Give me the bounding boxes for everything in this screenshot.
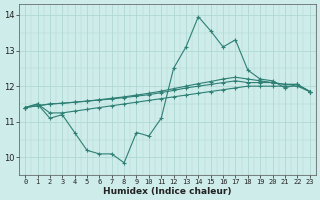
X-axis label: Humidex (Indice chaleur): Humidex (Indice chaleur) — [103, 187, 232, 196]
